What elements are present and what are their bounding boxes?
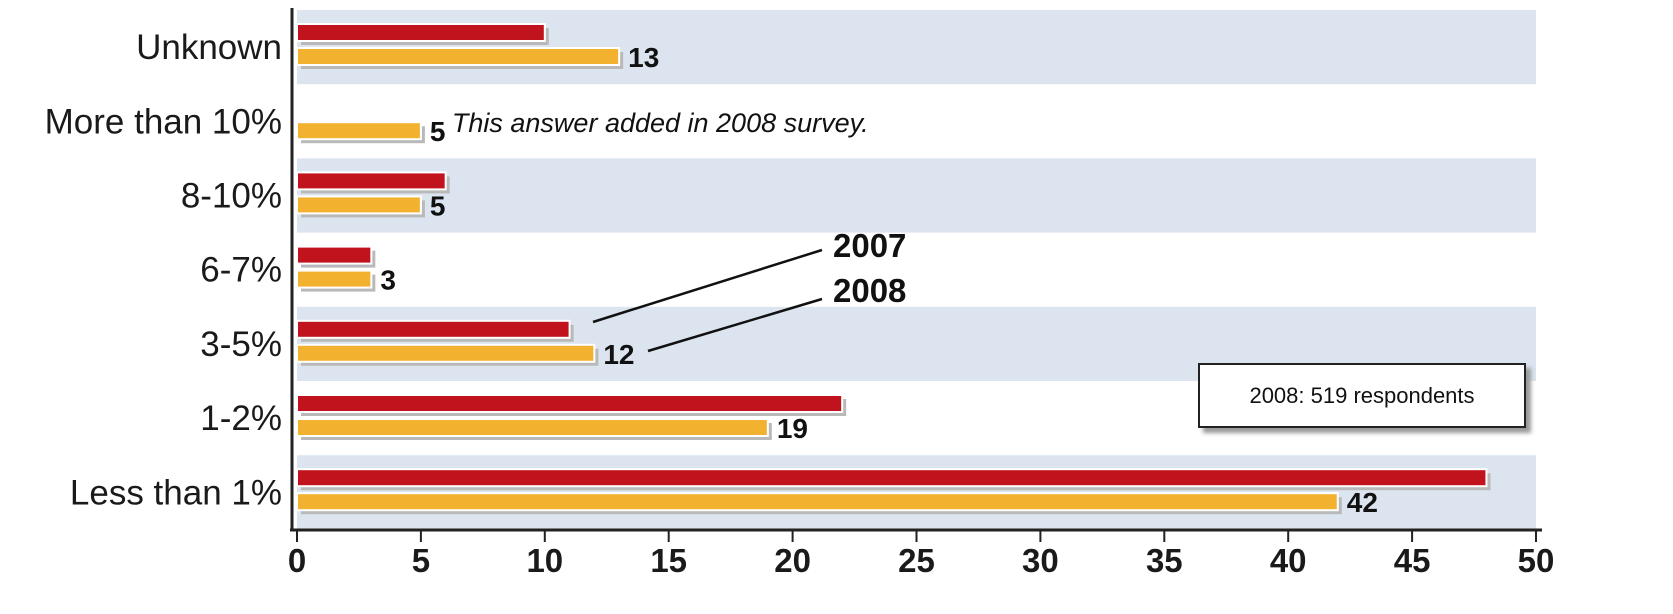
x-tick-label: 10 xyxy=(526,542,563,579)
bar-2007 xyxy=(296,394,844,413)
category-label: 3-5% xyxy=(200,325,282,364)
respondents-note: 2008: 519 respondents xyxy=(1198,363,1526,428)
category-label: 1-2% xyxy=(200,399,282,438)
data-labels: 13 5 5 3 12 19 42 xyxy=(380,42,1378,518)
row-band xyxy=(297,158,1536,233)
x-tick-labels: 0 5 10 15 20 25 30 35 40 45 50 xyxy=(288,542,1555,579)
x-tick-label: 25 xyxy=(898,542,935,579)
category-label: Unknown xyxy=(136,28,282,67)
series-label-2007: 2007 xyxy=(833,227,906,264)
category-label: 8-10% xyxy=(181,177,282,216)
category-labels: Unknown More than 10% 8-10% 6-7% 3-5% 1-2% Les… xyxy=(45,28,282,512)
bars xyxy=(296,23,1491,515)
bar-2008 xyxy=(296,492,1339,512)
data-label: 5 xyxy=(430,116,446,147)
callout-line xyxy=(647,297,823,353)
callout-line xyxy=(592,248,823,324)
bar-2008 xyxy=(296,343,596,363)
x-tick-label: 20 xyxy=(774,542,811,579)
x-tick-label: 30 xyxy=(1022,542,1059,579)
series-label-2008: 2008 xyxy=(833,272,906,309)
bar-2008 xyxy=(296,418,769,437)
data-label: 12 xyxy=(603,339,634,370)
x-tick-label: 45 xyxy=(1394,542,1431,579)
data-label: 5 xyxy=(430,190,446,221)
row-bands xyxy=(297,10,1536,530)
series-callouts: 2007 2008 xyxy=(592,227,906,353)
bar-2007 xyxy=(296,319,571,339)
x-tick-label: 50 xyxy=(1518,542,1555,579)
x-tick-label: 5 xyxy=(412,542,430,579)
category-label: More than 10% xyxy=(45,102,282,141)
x-tick-label: 0 xyxy=(288,542,306,579)
x-tick-label: 35 xyxy=(1146,542,1183,579)
data-label: 42 xyxy=(1347,487,1378,518)
bar-2007 xyxy=(296,23,546,42)
bar-2008 xyxy=(296,195,422,215)
data-label: 13 xyxy=(628,42,659,73)
x-tick-label: 15 xyxy=(650,542,687,579)
bar-2008 xyxy=(296,121,422,141)
category-label: Less than 1% xyxy=(70,473,282,512)
bar-2007 xyxy=(296,245,373,265)
axes xyxy=(290,8,1542,542)
annotation-text: This answer added in 2008 survey. xyxy=(452,108,869,138)
bar-2007 xyxy=(296,468,1488,488)
bar-2008 xyxy=(296,269,373,289)
data-label: 19 xyxy=(777,413,808,444)
bar-2008 xyxy=(296,47,621,66)
data-label: 3 xyxy=(380,265,396,296)
x-tick-label: 40 xyxy=(1270,542,1307,579)
category-label: 6-7% xyxy=(200,251,282,290)
bar-2007 xyxy=(296,171,447,191)
